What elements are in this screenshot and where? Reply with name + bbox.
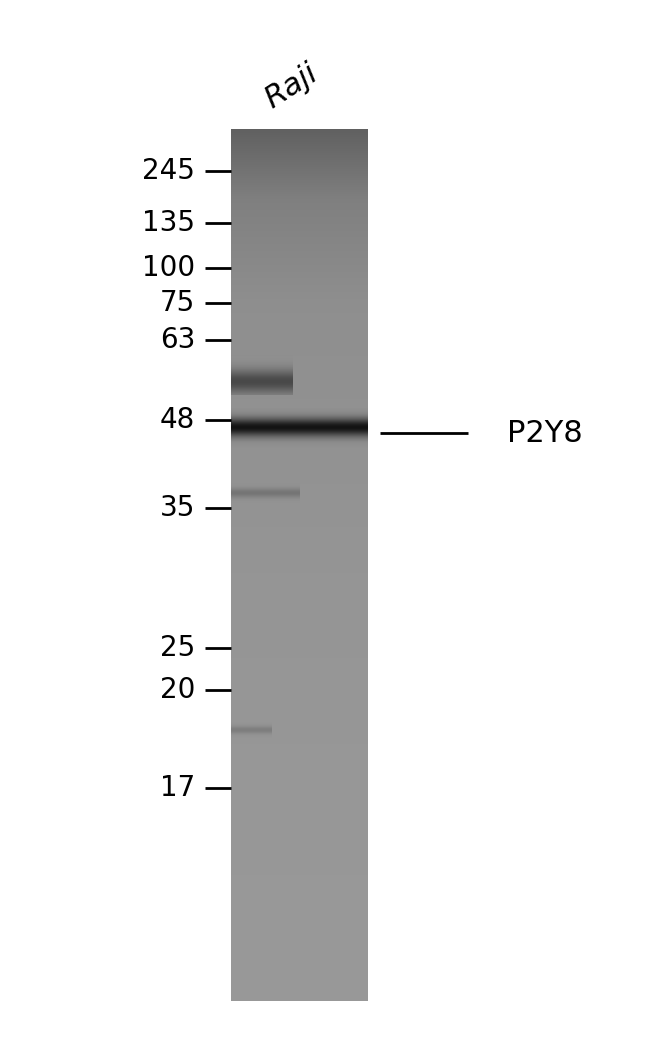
Text: 20: 20 <box>160 675 195 704</box>
Text: 35: 35 <box>160 494 195 523</box>
Text: 63: 63 <box>160 326 195 355</box>
Text: 100: 100 <box>142 253 195 282</box>
Text: P2Y8: P2Y8 <box>507 419 583 448</box>
Text: 48: 48 <box>160 405 195 435</box>
Text: 245: 245 <box>142 157 195 186</box>
Text: 135: 135 <box>142 208 195 237</box>
Text: Raji: Raji <box>259 59 323 114</box>
Text: 25: 25 <box>160 634 195 663</box>
Text: 17: 17 <box>160 774 195 803</box>
Text: 75: 75 <box>160 288 195 317</box>
